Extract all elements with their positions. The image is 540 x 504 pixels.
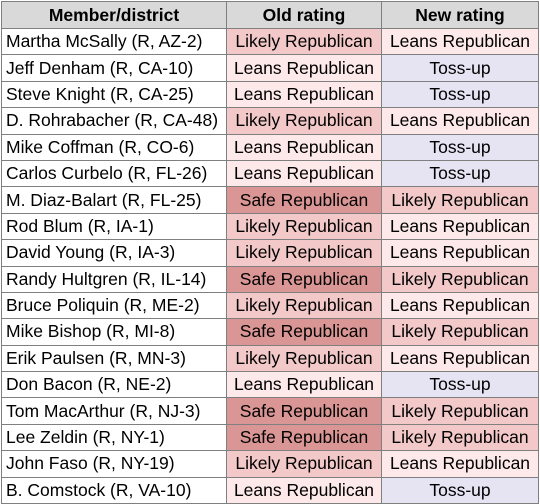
old-rating-cell: Likely Republican <box>226 27 382 56</box>
member-district-cell: Lee Zeldin (R, NY-1) <box>1 423 227 452</box>
new-rating-cell: Leans Republican <box>381 344 539 373</box>
old-rating-cell: Leans Republican <box>226 476 382 504</box>
table-row: Rod Blum (R, IA-1) Likely Republican Leans… <box>1 212 539 241</box>
header-old-rating: Old rating <box>226 1 382 29</box>
old-rating-cell: Likely Republican <box>226 344 382 373</box>
new-rating-cell: Likely Republican <box>381 423 539 452</box>
header-row: Member/district Old rating New rating <box>1 1 539 29</box>
member-district-cell: Randy Hultgren (R, IL-14) <box>1 265 227 293</box>
header-new-rating: New rating <box>381 1 539 29</box>
table-row: D. Rohrabacher (R, CA-48) Likely Republic… <box>1 107 539 135</box>
old-rating-cell: Safe Republican <box>226 318 382 346</box>
new-rating-cell: Toss-up <box>381 54 539 82</box>
old-rating-cell: Safe Republican <box>226 186 382 214</box>
new-rating-cell: Leans Republican <box>381 27 539 56</box>
member-district-cell: D. Rohrabacher (R, CA-48) <box>1 107 227 135</box>
table-header: Member/district Old rating New rating <box>1 1 539 29</box>
new-rating-cell: Leans Republican <box>381 291 539 320</box>
old-rating-cell: Leans Republican <box>226 54 382 82</box>
member-district-cell: Bruce Poliquin (R, ME-2) <box>1 291 227 320</box>
table-row: John Faso (R, NY-19) Likely Republican Lea… <box>1 450 539 478</box>
table-row: Don Bacon (R, NE-2) Leans Republican Toss-… <box>1 371 539 399</box>
old-rating-cell: Safe Republican <box>226 423 382 452</box>
table-row: Tom MacArthur (R, NJ-3) Safe Republican Li… <box>1 397 539 425</box>
table-row: Mike Bishop (R, MI-8) Safe Republican Like… <box>1 318 539 346</box>
member-district-cell: Jeff Denham (R, CA-10) <box>1 54 227 82</box>
member-district-cell: Mike Bishop (R, MI-8) <box>1 318 227 346</box>
member-district-cell: Steve Knight (R, CA-25) <box>1 80 227 109</box>
table-row: Lee Zeldin (R, NY-1) Safe Republican Likel… <box>1 423 539 452</box>
old-rating-cell: Likely Republican <box>226 239 382 267</box>
old-rating-cell: Likely Republican <box>226 450 382 478</box>
new-rating-cell: Likely Republican <box>381 318 539 346</box>
member-district-cell: David Young (R, IA-3) <box>1 239 227 267</box>
old-rating-cell: Leans Republican <box>226 371 382 399</box>
old-rating-cell: Likely Republican <box>226 212 382 241</box>
old-rating-cell: Leans Republican <box>226 159 382 188</box>
member-district-cell: Carlos Curbelo (R, FL-26) <box>1 159 227 188</box>
member-district-cell: Don Bacon (R, NE-2) <box>1 371 227 399</box>
table-row: B. Comstock (R, VA-10) Leans Republican To… <box>1 476 539 504</box>
new-rating-cell: Toss-up <box>381 371 539 399</box>
new-rating-cell: Toss-up <box>381 80 539 109</box>
table-row: Steve Knight (R, CA-25) Leans Republican T… <box>1 80 539 109</box>
old-rating-cell: Likely Republican <box>226 291 382 320</box>
new-rating-cell: Leans Republican <box>381 212 539 241</box>
table-row: Mike Coffman (R, CO-6) Leans Republican To… <box>1 133 539 161</box>
new-rating-cell: Leans Republican <box>381 107 539 135</box>
table-body: Martha McSally (R, AZ-2) Likely Republica… <box>1 27 539 504</box>
member-district-cell: Mike Coffman (R, CO-6) <box>1 133 227 161</box>
member-district-cell: B. Comstock (R, VA-10) <box>1 476 227 504</box>
table-row: Randy Hultgren (R, IL-14) Safe Republican… <box>1 265 539 293</box>
new-rating-cell: Leans Republican <box>381 239 539 267</box>
new-rating-cell: Likely Republican <box>381 265 539 293</box>
table-row: Carlos Curbelo (R, FL-26) Leans Republica… <box>1 159 539 188</box>
member-district-cell: M. Diaz-Balart (R, FL-25) <box>1 186 227 214</box>
new-rating-cell: Toss-up <box>381 159 539 188</box>
old-rating-cell: Likely Republican <box>226 107 382 135</box>
new-rating-cell: Toss-up <box>381 133 539 161</box>
table-row: Martha McSally (R, AZ-2) Likely Republica… <box>1 27 539 56</box>
new-rating-cell: Likely Republican <box>381 186 539 214</box>
new-rating-cell: Toss-up <box>381 476 539 504</box>
old-rating-cell: Leans Republican <box>226 133 382 161</box>
old-rating-cell: Safe Republican <box>226 397 382 425</box>
table-row: M. Diaz-Balart (R, FL-25) Safe Republican… <box>1 186 539 214</box>
old-rating-cell: Leans Republican <box>226 80 382 109</box>
header-member-district: Member/district <box>1 1 227 29</box>
member-district-cell: John Faso (R, NY-19) <box>1 450 227 478</box>
table-row: Jeff Denham (R, CA-10) Leans Republican To… <box>1 54 539 82</box>
member-district-cell: Tom MacArthur (R, NJ-3) <box>1 397 227 425</box>
member-district-cell: Erik Paulsen (R, MN-3) <box>1 344 227 373</box>
table-row: Erik Paulsen (R, MN-3) Likely Republican L… <box>1 344 539 373</box>
table-row: Bruce Poliquin (R, ME-2) Likely Republica… <box>1 291 539 320</box>
member-district-cell: Rod Blum (R, IA-1) <box>1 212 227 241</box>
new-rating-cell: Likely Republican <box>381 397 539 425</box>
table-row: David Young (R, IA-3) Likely Republican Le… <box>1 239 539 267</box>
member-district-cell: Martha McSally (R, AZ-2) <box>1 27 227 56</box>
new-rating-cell: Leans Republican <box>381 450 539 478</box>
old-rating-cell: Safe Republican <box>226 265 382 293</box>
